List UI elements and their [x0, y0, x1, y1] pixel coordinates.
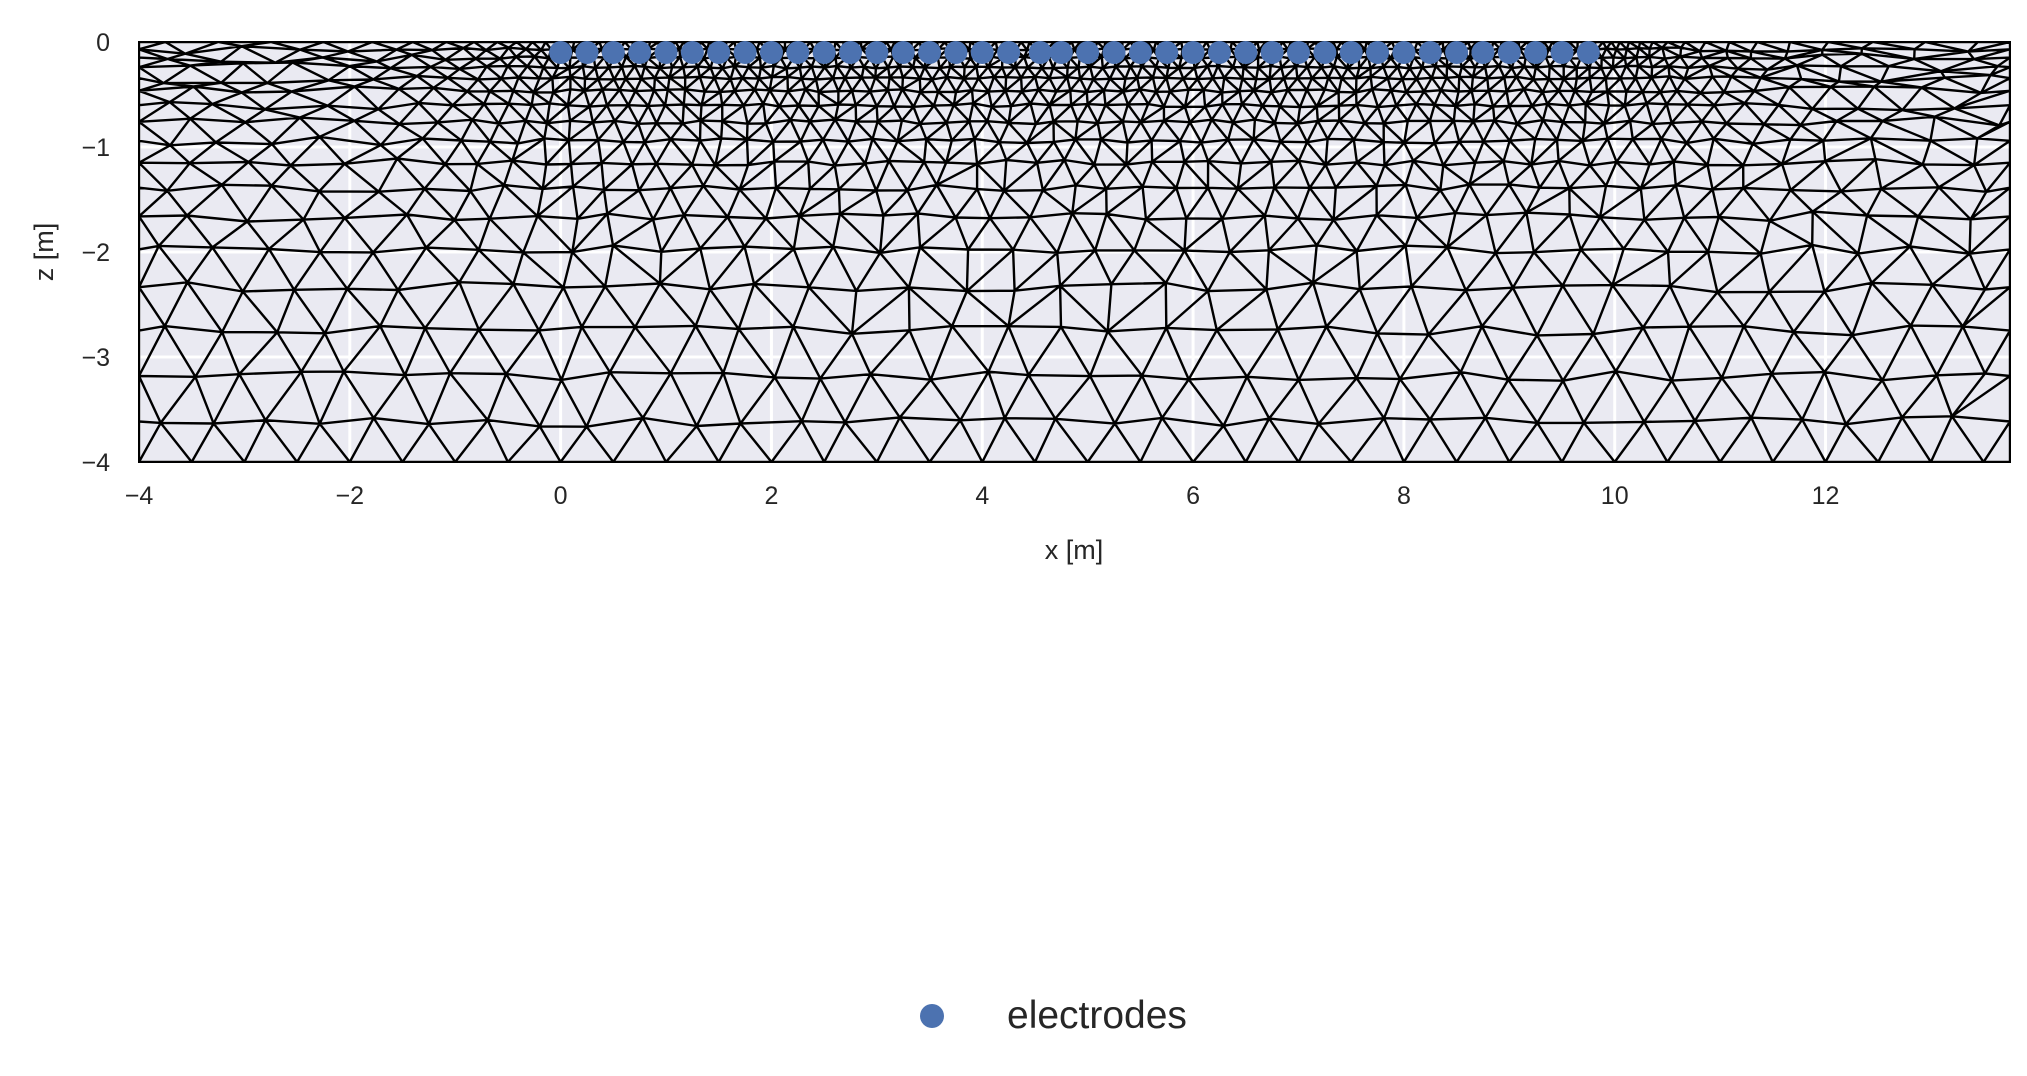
- electrode-point: [891, 41, 915, 64]
- electrode-point: [944, 41, 968, 64]
- electrode-point: [1234, 41, 1258, 64]
- x-tick-label: −4: [125, 482, 154, 510]
- electrode-point: [786, 41, 810, 64]
- y-axis-label: z [m]: [29, 223, 59, 282]
- y-tick-label: −1: [81, 134, 110, 162]
- electrode-point: [1207, 41, 1231, 64]
- y-tick-label: −2: [81, 239, 110, 267]
- electrode-point: [1497, 41, 1521, 64]
- electrode-point: [1392, 41, 1416, 64]
- y-tick-label: −3: [81, 344, 110, 372]
- electrode-point: [1471, 41, 1495, 64]
- electrode-point: [1260, 41, 1284, 64]
- electrode-point: [575, 41, 599, 64]
- x-tick-label: 10: [1601, 482, 1629, 510]
- electrode-point: [628, 41, 652, 64]
- electrode-point: [918, 41, 942, 64]
- x-tick-label: 4: [975, 482, 989, 510]
- electrode-point: [1524, 41, 1548, 64]
- mesh-edges: [139, 42, 2010, 462]
- electrode-point: [759, 41, 783, 64]
- electrode-point: [865, 41, 889, 64]
- y-tick-label: 0: [96, 29, 110, 57]
- electrode-point: [1313, 41, 1337, 64]
- electrode-point: [1418, 41, 1442, 64]
- x-tick-label: 6: [1186, 482, 1200, 510]
- legend-electrodes-label: electrodes: [1007, 994, 1187, 1037]
- electrode-markers: [549, 41, 1600, 64]
- legend: electrodes: [920, 994, 1187, 1037]
- electrode-point: [970, 41, 994, 64]
- electrode-point: [654, 41, 678, 64]
- x-tick-label: 8: [1397, 482, 1411, 510]
- x-axis-label: x [m]: [1045, 535, 1104, 565]
- x-tick-label: 2: [764, 482, 778, 510]
- electrode-point: [1155, 41, 1179, 64]
- x-tick-label: 0: [554, 482, 568, 510]
- x-axis-ticks: −4 −2 0 2 4 6 8 10 12: [125, 482, 1840, 510]
- y-tick-label: −4: [81, 449, 110, 477]
- electrode-point: [707, 41, 731, 64]
- electrode-point: [1550, 41, 1574, 64]
- electrode-point: [1102, 41, 1126, 64]
- electrode-point: [601, 41, 625, 64]
- electrode-point: [549, 41, 573, 64]
- electrode-point: [1049, 41, 1073, 64]
- legend-electrodes-marker: [920, 1004, 944, 1028]
- electrode-point: [680, 41, 704, 64]
- x-tick-label: −2: [336, 482, 365, 510]
- electrode-point: [1339, 41, 1363, 64]
- electrode-point: [1366, 41, 1390, 64]
- electrode-point: [1076, 41, 1100, 64]
- electrode-point: [1445, 41, 1469, 64]
- plot-area-frame: [138, 41, 2011, 463]
- triangle-mesh: [139, 42, 2010, 462]
- electrode-point: [1181, 41, 1205, 64]
- electrode-point: [839, 41, 863, 64]
- electrode-point: [1128, 41, 1152, 64]
- electrode-point: [1028, 41, 1052, 64]
- electrode-point: [1576, 41, 1600, 64]
- electrode-point: [733, 41, 757, 64]
- y-axis-ticks: 0 −1 −2 −3 −4: [81, 29, 110, 477]
- electrode-point: [812, 41, 836, 64]
- electrode-point: [997, 41, 1021, 64]
- x-tick-label: 12: [1812, 482, 1840, 510]
- electrode-point: [1286, 41, 1310, 64]
